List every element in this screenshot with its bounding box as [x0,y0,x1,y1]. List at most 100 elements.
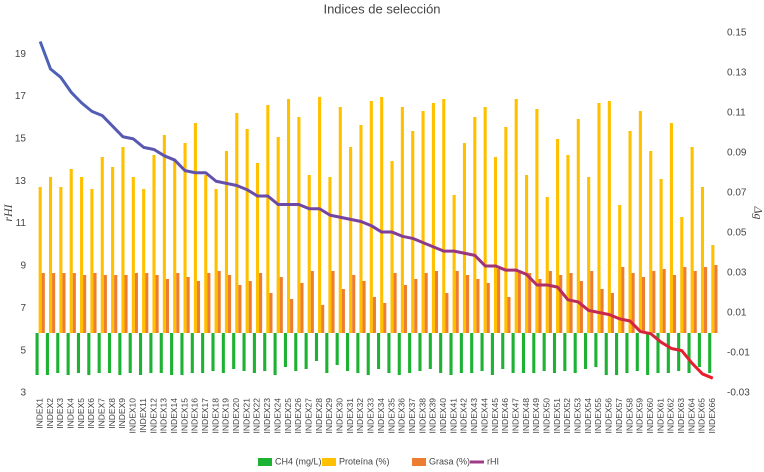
chart-title: Indices de selección [323,1,440,16]
bar [97,333,101,373]
bar [103,275,107,333]
bar [462,143,467,333]
x-tick-label: INDEX57 [614,398,624,434]
bar [466,275,470,333]
bar [297,117,301,333]
bar [532,333,536,373]
legend-label: CH4 (mg/L) [275,456,322,466]
y-tick-label: 15 [15,134,27,145]
y-tick-label: 7 [20,303,26,314]
x-tick-label: INDEX40 [438,398,448,434]
bar [35,333,39,375]
bar [480,333,484,371]
bar [652,271,656,333]
bar [142,189,146,333]
bar [165,279,170,333]
x-tick-label: INDEX44 [479,398,489,434]
x-tick-label: INDEX3 [55,398,65,429]
bar [697,333,701,367]
bar [573,333,577,373]
bar [186,277,190,333]
bar [201,333,205,373]
legend-label: rHI [487,456,499,466]
bar [610,293,614,333]
bar [507,297,511,333]
y-tick-label: 19 [15,49,27,60]
y-tick-label: 11 [16,218,27,229]
bar [431,103,435,333]
x-tick-label: INDEX16 [190,398,200,434]
bar [314,333,319,361]
bar [483,107,487,333]
bar [90,189,94,333]
bar [418,333,422,371]
x-tick-label: INDEX8 [107,398,117,429]
bar [362,281,366,333]
bar [383,303,387,333]
bar [559,275,563,333]
bar [714,265,718,333]
bar [414,279,418,333]
bar [52,273,56,333]
bar [162,135,166,333]
bar [338,107,342,333]
bar [331,271,335,333]
bar [245,129,249,333]
legend-swatch [258,458,272,466]
x-tick-label: INDEX60 [645,398,655,434]
y-tick-label: 9 [20,261,26,272]
bar [659,179,663,333]
x-tick-label: INDEX50 [542,398,552,434]
x-tick-label: INDEX22 [252,398,262,434]
x-tick-label: INDEX25 [283,398,293,434]
bar [638,111,642,333]
bar [286,99,291,333]
bar [501,333,505,369]
bar [304,333,308,369]
bar [204,175,208,333]
y2-axis-label: Δg [751,205,764,219]
bar [563,333,567,371]
x-tick-label: INDEX36 [397,398,407,434]
x-tick-label: INDEX28 [314,398,324,434]
bar [604,333,608,375]
x-tick-label: INDEX27 [303,398,313,434]
x-tick-label: INDEX49 [531,398,541,434]
bar [155,275,159,333]
x-tick-label: INDEX38 [417,398,427,434]
x-tick-label: INDEX31 [345,398,355,434]
bar [680,217,684,333]
bar [393,273,397,333]
bar [470,333,474,373]
x-tick-label: INDEX2 [45,398,55,429]
bar [263,333,267,371]
bar [335,333,339,365]
x-tick-label: INDEX18 [210,398,220,434]
x-tick-label: INDEX54 [583,398,593,434]
y2-tick-label: -0.03 [727,388,750,399]
bar [517,273,521,333]
bar [486,283,490,333]
bar [687,333,691,373]
bar [631,273,635,333]
bar [548,271,552,333]
bar [672,275,677,333]
bar [421,111,425,333]
bar [387,333,391,373]
bar [139,333,143,375]
bar [514,99,518,333]
x-tick-label: INDEX65 [697,398,707,434]
bar [224,151,228,333]
y2-tick-label: 0.05 [727,228,747,239]
x-tick-label: INDEX12 [148,398,158,434]
bar [217,271,221,333]
x-tick-label: INDEX1 [34,398,44,429]
y2-tick-label: 0.07 [727,188,747,199]
x-tick-label: INDEX62 [666,398,676,434]
bar [649,151,653,333]
x-tick-label: INDEX4 [65,398,75,429]
x-tick-label: INDEX66 [707,398,717,434]
x-tick-label: INDEX17 [200,398,210,434]
bar [170,333,174,375]
bar [114,275,118,333]
